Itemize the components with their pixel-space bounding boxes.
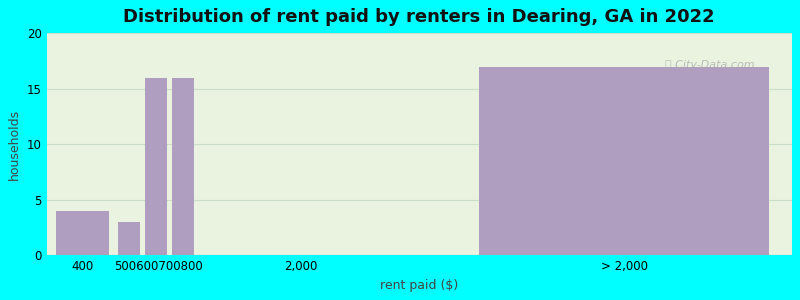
Bar [55,211,109,255]
Y-axis label: households: households [8,109,22,180]
X-axis label: rent paid ($): rent paid ($) [380,279,458,292]
Bar [479,67,770,255]
Bar [118,222,140,255]
Title: Distribution of rent paid by renters in Dearing, GA in 2022: Distribution of rent paid by renters in … [123,8,715,26]
Bar [145,78,167,255]
Bar [171,78,194,255]
Text: ⓘ City-Data.com: ⓘ City-Data.com [665,60,754,70]
